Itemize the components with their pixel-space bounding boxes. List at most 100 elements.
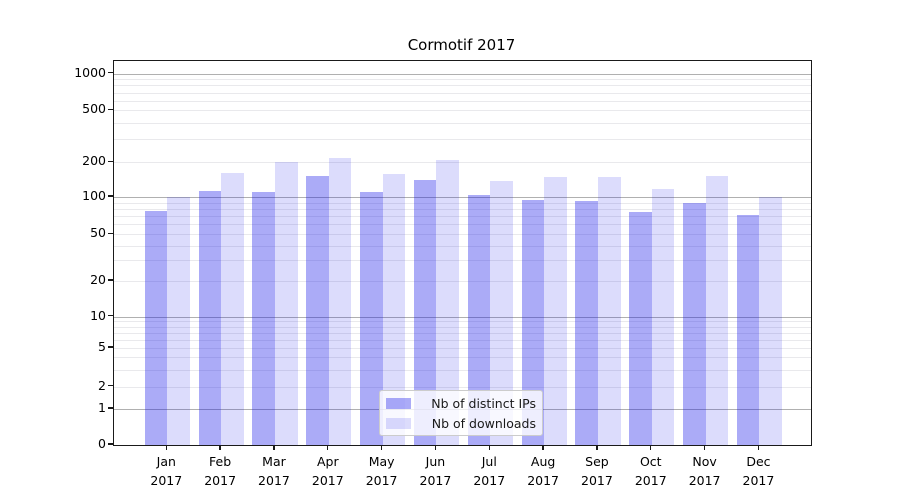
bar-downloads [328,157,352,445]
x-axis-tick-label: Sep 2017 [566,452,628,490]
gridline-major [114,73,811,75]
bar-distinct-ips [629,211,652,445]
bar-distinct-ips [413,180,437,445]
gridline-major [114,316,811,318]
x-axis-tick-label-line: 2017 [311,473,344,488]
gridline-minor [114,357,811,359]
y-tick-mark [108,385,113,387]
x-tick-mark [596,445,598,450]
bar-distinct-ips [252,192,275,445]
x-axis-tick-label-line: 2017 [742,473,775,488]
bar-downloads [705,176,729,445]
x-axis-tick-label-line: 2017 [688,473,721,488]
gridline-minor [114,216,811,218]
gridline-minor [114,92,811,94]
x-axis-tick-label: Oct 2017 [620,452,682,490]
bar-downloads [490,180,513,445]
x-axis-tick-label-line: 2017 [634,473,667,488]
y-tick-mark [108,407,113,409]
gridline-minor [114,369,811,371]
y-axis-tick-label: 500 [82,101,106,117]
bar-distinct-ips [683,203,706,445]
bar-downloads [651,188,675,445]
x-axis-tick-label-line: Dec [746,454,771,469]
gridline-minor [114,224,811,226]
x-tick-mark [703,445,706,450]
bar-distinct-ips [736,215,760,445]
x-axis-tick-label: Nov 2017 [674,452,736,490]
x-axis-tick-label: Jun 2017 [404,452,466,490]
x-tick-mark [219,445,221,450]
legend-item-downloads: Nb of downloads [386,415,536,432]
x-axis-tick-label-line: Oct [639,454,662,469]
legend-label-downloads: Nb of downloads [431,415,536,431]
x-tick-mark [327,445,329,450]
legend-swatch-downloads [386,417,411,429]
y-axis-tick-label: 2 [98,377,106,393]
chart-title: Cormotif 2017 [407,36,516,54]
y-tick-mark [108,232,113,234]
gridline-minor [114,260,811,262]
bar-distinct-ips [360,192,383,445]
x-axis-tick-label-line: May [368,454,395,469]
x-axis-tick-label: Jan 2017 [135,452,197,490]
y-axis-tick-label: 1 [98,400,106,415]
bar-distinct-ips [467,194,491,445]
bar-downloads [167,197,190,445]
y-tick-mark [108,279,113,281]
x-axis-tick-label-line: 2017 [581,473,613,488]
gridline-minor [114,202,811,204]
x-tick-mark [165,445,167,450]
y-axis-tick-label: 0 [98,436,106,451]
gridline-minor [114,386,811,388]
bar-distinct-ips [575,200,598,445]
y-tick-mark [108,443,113,445]
bar-downloads [759,197,783,445]
bar-downloads [221,172,244,445]
x-axis-tick-label-line: 2017 [204,473,237,488]
bar-downloads [274,161,298,445]
x-tick-mark [380,445,383,450]
x-tick-mark [434,445,437,450]
x-axis-tick-label: Aug 2017 [512,452,574,490]
y-tick-mark [108,315,113,317]
bar-downloads [436,160,460,445]
legend-label-distinct-ips: Nb of distinct IPs [431,395,536,411]
y-tick-mark [108,108,113,110]
gridline-minor [114,139,811,141]
x-axis-tick-label-line: 2017 [527,473,560,488]
gridline-minor [114,110,811,112]
y-tick-mark [108,195,113,197]
gridline-minor [114,234,811,236]
x-axis-tick-label: Mar 2017 [243,452,305,490]
bar-distinct-ips [521,199,545,445]
gridline-minor [114,326,811,328]
x-tick-mark [757,445,760,450]
y-tick-mark [108,72,113,74]
gridline-minor [114,348,811,349]
legend-item-distinct-ips: Nb of distinct IPs [386,395,536,412]
gridline-minor [114,85,811,87]
gridline-minor [114,209,811,210]
gridline-minor [114,79,811,81]
y-axis-tick-label: 1000 [74,64,106,80]
y-axis-tick-label: 50 [90,225,106,241]
bar-distinct-ips [306,176,329,445]
x-axis-tick-label: Dec 2017 [727,452,789,490]
gridline-minor [114,162,811,164]
x-axis-tick-label-line: Jun [425,454,446,469]
y-axis-tick-label: 20 [90,272,106,287]
x-axis-tick-label-line: 2017 [150,473,183,488]
y-tick-mark [108,160,113,162]
gridline-minor [114,281,811,282]
plot-area [113,60,812,446]
bar-downloads [597,177,621,445]
gridline-minor [114,100,811,102]
y-axis-tick-label: 100 [82,188,106,203]
x-axis-tick-label-line: 2017 [365,473,398,488]
legend: Nb of distinct IPs Nb of downloads [379,390,543,436]
gridline-major [114,197,811,198]
gridline-minor [114,332,811,334]
bar-downloads [382,173,406,445]
